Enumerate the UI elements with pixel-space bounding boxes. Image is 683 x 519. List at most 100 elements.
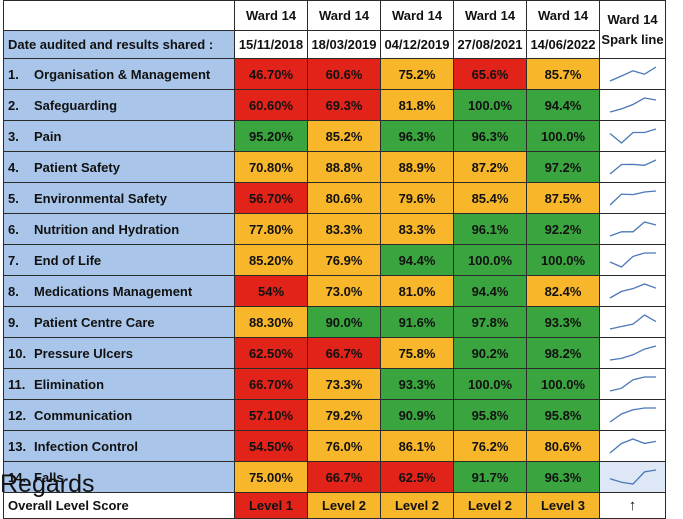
header-corner-cell bbox=[3, 0, 235, 31]
standard-label-cell: 5. Environmental Safety bbox=[3, 182, 235, 214]
score-cell: 100.0% bbox=[526, 244, 600, 276]
sparkline-chart bbox=[609, 376, 656, 392]
score-cell: 60.6% bbox=[307, 58, 381, 90]
date-row: Date audited and results shared : 15/11/… bbox=[3, 30, 666, 59]
sparkline-trend-line bbox=[609, 345, 656, 361]
score-cell: 96.3% bbox=[526, 461, 600, 493]
sparkline-trend-line bbox=[609, 407, 656, 423]
standard-label-cell: 3. Pain bbox=[3, 120, 235, 152]
standard-label-cell: 12. Communication bbox=[3, 399, 235, 431]
audit-date: 15/11/2018 bbox=[234, 30, 308, 59]
standard-name: Environmental Safety bbox=[34, 190, 167, 206]
sparkline-cell bbox=[599, 430, 666, 462]
sparkline-trend-line bbox=[609, 128, 656, 144]
sparkline-chart bbox=[609, 128, 656, 144]
sparkline-chart bbox=[609, 221, 656, 237]
ward-column-header: Ward 14 bbox=[526, 0, 600, 31]
standard-row: 10. Pressure Ulcers 62.50% 66.7% 75.8% 90.2% 9… bbox=[3, 337, 666, 369]
sparkline-chart bbox=[609, 283, 656, 299]
regards-text: Regards bbox=[0, 470, 95, 498]
score-cell: 100.0% bbox=[453, 368, 527, 400]
ward-column-header: Ward 14 bbox=[307, 0, 381, 31]
standard-row: 7. End of Life 85.20% 76.9% 94.4% 100.0% 100.0… bbox=[3, 244, 666, 276]
audit-date: 27/08/2021 bbox=[453, 30, 527, 59]
standard-name: Organisation & Management bbox=[34, 66, 211, 82]
overall-level-cell: Level 1 bbox=[234, 492, 308, 519]
standard-name: Patient Safety bbox=[34, 159, 120, 175]
score-cell: 70.80% bbox=[234, 151, 308, 183]
score-cell: 82.4% bbox=[526, 275, 600, 307]
standard-row: 13. Infection Control 54.50% 76.0% 86.1% 76.2… bbox=[3, 430, 666, 462]
score-cell: 90.0% bbox=[307, 306, 381, 338]
sparkline-trend-line bbox=[609, 376, 656, 392]
sparkline-cell bbox=[599, 306, 666, 338]
standard-number: 11. bbox=[8, 376, 26, 392]
standard-number: 1. bbox=[8, 66, 19, 82]
audit-date: 18/03/2019 bbox=[307, 30, 381, 59]
overall-score-row: Overall Level Score Level 1 Level 2 Level 2… bbox=[3, 492, 666, 519]
standard-name: Infection Control bbox=[34, 438, 138, 454]
sparkline-trend-line bbox=[609, 159, 656, 175]
sparkline-cell bbox=[599, 244, 666, 276]
score-cell: 80.6% bbox=[307, 182, 381, 214]
ward-column-header: Ward 14 bbox=[234, 0, 308, 31]
standard-label-cell: 4. Patient Safety bbox=[3, 151, 235, 183]
sparkline-cell bbox=[599, 399, 666, 431]
ward-header-row: Ward 14 Ward 14 Ward 14 Ward 14 Ward 14 … bbox=[3, 0, 666, 59]
sparkline-cell bbox=[599, 461, 666, 493]
ward-audit-table: Ward 14 Ward 14 Ward 14 Ward 14 Ward 14 … bbox=[3, 0, 666, 519]
standard-number: 4. bbox=[8, 159, 19, 175]
sparkline-chart bbox=[609, 252, 656, 268]
standard-number: 5. bbox=[8, 190, 19, 206]
standard-name: Communication bbox=[34, 407, 133, 423]
score-cell: 54% bbox=[234, 275, 308, 307]
standard-label-cell: 14. Falls bbox=[3, 461, 235, 493]
sparkline-trend-line bbox=[609, 190, 656, 206]
score-cell: 95.20% bbox=[234, 120, 308, 152]
standard-label-cell: 7. End of Life bbox=[3, 244, 235, 276]
overall-level-cell: Level 2 bbox=[307, 492, 381, 519]
standard-name: End of Life bbox=[34, 252, 102, 268]
standard-row: 12. Communication 57.10% 79.2% 90.9% 95.8% 95.… bbox=[3, 399, 666, 431]
sparkline-chart bbox=[609, 469, 656, 485]
sparkline-trend-line bbox=[609, 252, 656, 268]
score-cell: 69.3% bbox=[307, 89, 381, 121]
score-cell: 96.1% bbox=[453, 213, 527, 245]
sparkline-chart bbox=[609, 97, 656, 113]
standard-row: 4. Patient Safety 70.80% 88.8% 88.9% 87.2% 97.… bbox=[3, 151, 666, 183]
sparkline-chart bbox=[609, 314, 656, 330]
standard-number: 12. bbox=[8, 407, 27, 423]
sparkline-cell bbox=[599, 151, 666, 183]
score-cell: 54.50% bbox=[234, 430, 308, 462]
sparkline-header-line2: Spark line bbox=[601, 31, 664, 47]
audit-date: 04/12/2019 bbox=[380, 30, 454, 59]
score-cell: 87.5% bbox=[526, 182, 600, 214]
score-cell: 81.0% bbox=[380, 275, 454, 307]
sparkline-chart bbox=[609, 438, 656, 454]
score-cell: 73.0% bbox=[307, 275, 381, 307]
standard-name: Safeguarding bbox=[34, 97, 118, 113]
score-cell: 91.7% bbox=[453, 461, 527, 493]
score-cell: 97.2% bbox=[526, 151, 600, 183]
standard-number: 8. bbox=[8, 283, 19, 299]
score-cell: 76.2% bbox=[453, 430, 527, 462]
score-cell: 98.2% bbox=[526, 337, 600, 369]
score-cell: 97.8% bbox=[453, 306, 527, 338]
standard-row: 14. Falls 75.00% 66.7% 62.5% 91.7% 96.3% bbox=[3, 461, 666, 493]
sparkline-cell bbox=[599, 89, 666, 121]
score-cell: 96.3% bbox=[380, 120, 454, 152]
score-cell: 65.6% bbox=[453, 58, 527, 90]
score-cell: 46.70% bbox=[234, 58, 308, 90]
score-cell: 62.5% bbox=[380, 461, 454, 493]
sparkline-trend-line bbox=[609, 97, 656, 113]
overall-level-cell: Level 2 bbox=[380, 492, 454, 519]
sparkline-cell bbox=[599, 120, 666, 152]
sparkline-chart bbox=[609, 66, 656, 82]
score-cell: 60.60% bbox=[234, 89, 308, 121]
score-cell: 75.8% bbox=[380, 337, 454, 369]
score-cell: 90.2% bbox=[453, 337, 527, 369]
standard-number: 10. bbox=[8, 345, 27, 361]
standard-number: 6. bbox=[8, 221, 19, 237]
score-cell: 79.6% bbox=[380, 182, 454, 214]
standard-number: 9. bbox=[8, 314, 19, 330]
